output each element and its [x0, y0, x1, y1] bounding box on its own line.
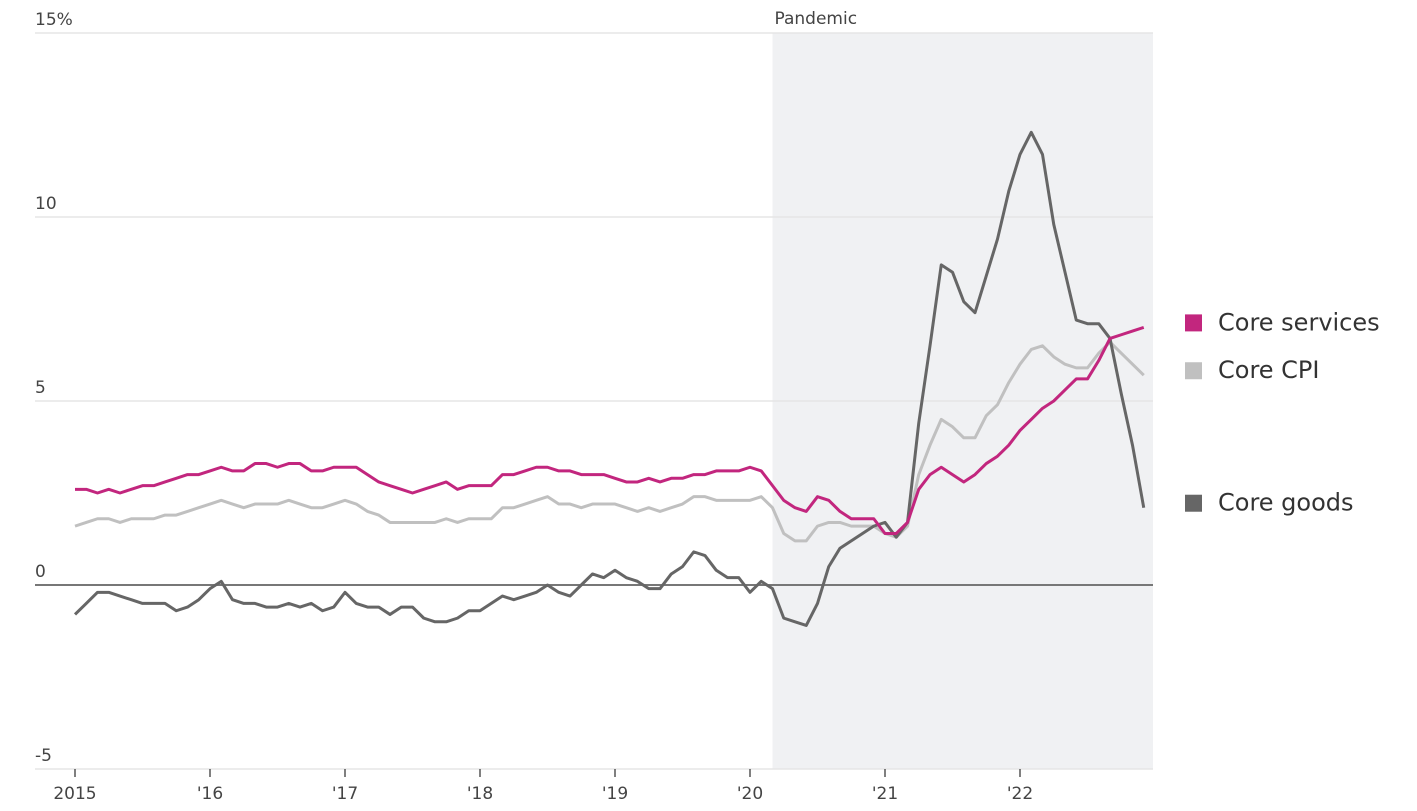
x-tick-label: '17	[332, 784, 358, 804]
x-tick-label: '22	[1007, 784, 1033, 804]
shade-label: Pandemic	[775, 9, 858, 29]
x-tick-label: '16	[197, 784, 223, 804]
y-tick-label: 10	[35, 194, 57, 214]
series-line	[74, 340, 1145, 543]
x-tick-label: '21	[872, 784, 898, 804]
x-tick-label: '19	[602, 784, 628, 804]
y-tick-label: 5	[35, 378, 46, 398]
legend-swatch	[1185, 362, 1202, 380]
legend-label: Core CPI	[1218, 356, 1319, 384]
series-line	[73, 130, 1146, 627]
y-tick-label: 15%	[35, 10, 73, 30]
legend-label: Core goods	[1218, 489, 1354, 517]
x-tick-label: 2015	[53, 784, 96, 804]
legend-swatch	[1185, 314, 1202, 332]
legend-swatch	[1185, 494, 1202, 512]
series-line	[75, 325, 1145, 535]
y-tick-label: -5	[35, 746, 52, 766]
x-tick-label: '18	[467, 784, 493, 804]
x-tick-label: '20	[737, 784, 763, 804]
y-tick-label: 0	[35, 562, 46, 582]
legend-label: Core services	[1218, 308, 1380, 336]
